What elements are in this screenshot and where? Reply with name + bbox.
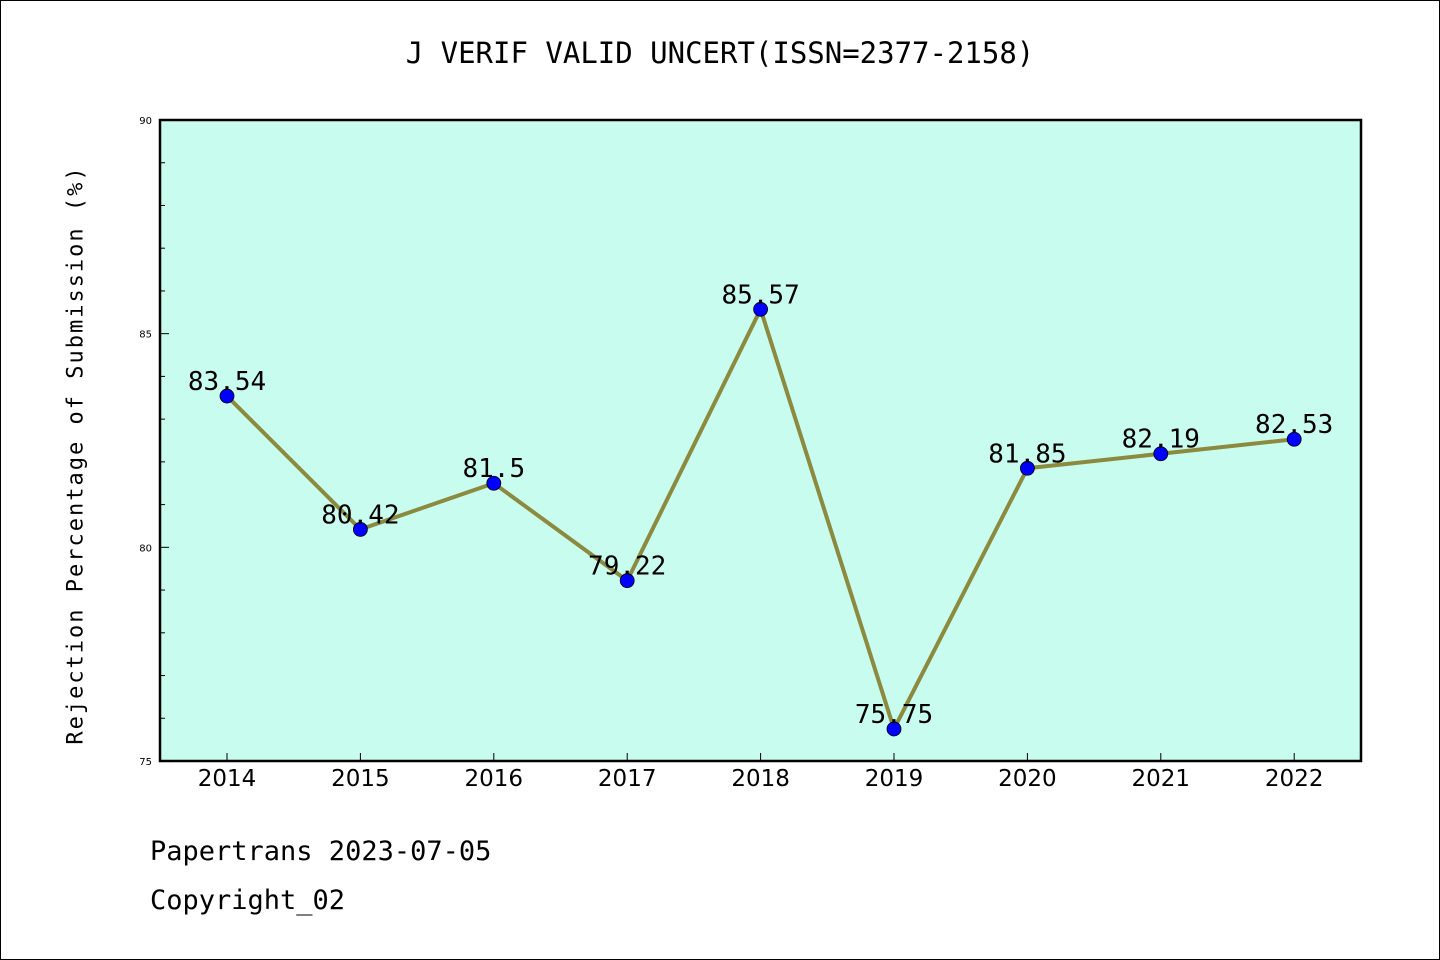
data-point: [1286, 431, 1302, 447]
data-label: 81.5: [462, 454, 525, 484]
y-tick-label: 80: [139, 543, 152, 554]
footer-date: Papertrans 2023-07-05: [150, 836, 492, 867]
x-tick-label: 2021: [1132, 766, 1191, 792]
data-point: [886, 721, 902, 737]
x-tick-label: 2022: [1265, 766, 1324, 792]
data-label: 85.57: [721, 280, 799, 310]
data-point: [619, 573, 635, 589]
x-tick-label: 2016: [465, 766, 524, 792]
chart-title: J VERIF VALID UNCERT(ISSN=2377-2158): [405, 36, 1035, 70]
data-point: [1153, 446, 1169, 462]
y-tick-label: 85: [139, 330, 152, 341]
data-point: [753, 301, 768, 317]
footer-copyright: Copyright_02: [150, 885, 346, 916]
plot-area: [158, 118, 1363, 763]
data-point: [352, 521, 368, 537]
x-tick-label: 2020: [998, 766, 1057, 792]
data-labels: 83.54 80.42 81.5 79.22 85.57 75.75 81.85 82.19 8…: [188, 280, 1333, 730]
series-layer: [219, 301, 1302, 737]
y-axis-ticks: 75 80 85 90: [139, 116, 169, 768]
data-label: 81.85: [988, 439, 1066, 469]
data-point: [1020, 460, 1035, 476]
x-axis-ticks: 2014 2015 2016 2017 2018 2019 2020 2021 2022: [198, 753, 1324, 792]
x-tick-label: 2018: [731, 766, 790, 792]
y-tick-label: 75: [139, 757, 152, 768]
x-tick-label: 2015: [331, 766, 390, 792]
data-label: 83.54: [188, 367, 266, 397]
data-label: 80.42: [321, 500, 399, 530]
data-label: 75.75: [855, 700, 933, 730]
x-tick-label: 2014: [198, 766, 257, 792]
x-tick-label: 2017: [598, 766, 657, 792]
data-label: 82.19: [1122, 425, 1200, 455]
x-tick-label: 2019: [865, 766, 924, 792]
data-label: 82.53: [1255, 410, 1333, 440]
data-point: [486, 475, 502, 491]
y-tick-label: 90: [139, 116, 152, 127]
data-label: 79.22: [588, 552, 666, 582]
data-point: [219, 388, 235, 404]
